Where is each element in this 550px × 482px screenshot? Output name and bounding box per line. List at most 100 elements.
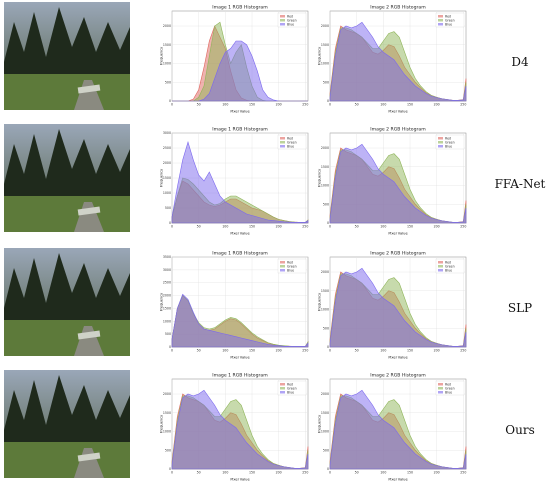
y-tick-label: 2000 — [163, 161, 171, 165]
chart-title: Image 1 RGB Histogram — [212, 373, 268, 379]
legend-swatch-green — [280, 387, 285, 390]
y-axis-label: Frequency — [160, 46, 164, 65]
photo-rail — [77, 452, 101, 462]
x-tick-label: 100 — [380, 471, 386, 475]
x-tick-label: 50 — [355, 349, 359, 353]
y-tick-label: 0 — [169, 221, 171, 225]
series-area-blue — [171, 293, 309, 348]
series-area-blue — [171, 140, 309, 224]
y-tick-label: 2000 — [321, 146, 329, 150]
x-tick-label: 250 — [302, 471, 308, 475]
x-tick-label: 250 — [302, 225, 308, 229]
series-area-blue — [329, 267, 467, 348]
y-tick-label: 0 — [169, 467, 171, 471]
legend-swatch-blue — [280, 391, 285, 394]
y-tick-label: 1000 — [321, 430, 329, 434]
x-tick-label: 0 — [171, 225, 173, 229]
y-axis-label: Frequency — [160, 414, 164, 433]
y-tick-label: 2500 — [163, 146, 171, 150]
y-tick-label: 1000 — [163, 430, 171, 434]
photo-trees — [4, 253, 130, 323]
y-axis-label: Frequency — [318, 168, 322, 187]
input-photo — [4, 124, 130, 232]
chart-title: Image 2 RGB Histogram — [370, 251, 426, 257]
legend-swatch-red — [438, 137, 443, 140]
x-tick-label: 50 — [197, 471, 201, 475]
image2-histogram: 0 50 100 150 200 250 0 500 1000 1500 2000 Image 2 R… — [318, 248, 468, 360]
method-label: SLP — [507, 301, 533, 315]
x-tick-label: 150 — [249, 349, 255, 353]
method-label: FFA-Net — [494, 177, 546, 191]
legend-swatch-blue — [438, 145, 443, 148]
x-tick-label: 250 — [460, 103, 466, 107]
y-tick-label: 500 — [323, 202, 329, 206]
legend-label: Blue — [445, 22, 452, 26]
x-axis-label: Pixel Value — [230, 110, 250, 114]
y-tick-label: 2000 — [163, 24, 171, 28]
y-tick-label: 3500 — [163, 255, 171, 259]
photo-trees — [4, 129, 130, 199]
comparison-row: 0 50 100 150 200 250 0 500 1000 1500 2000 2500 3000 I… — [0, 124, 550, 236]
photo-grass — [4, 320, 130, 356]
x-tick-label: 200 — [276, 103, 282, 107]
x-tick-label: 50 — [355, 471, 359, 475]
y-tick-label: 1000 — [321, 62, 329, 66]
chart-title: Image 1 RGB Histogram — [212, 127, 268, 133]
photo-trees — [4, 7, 130, 77]
image1-histogram: 0 50 100 150 200 250 0 500 1000 1500 2000 Image 1 R… — [160, 2, 310, 114]
y-tick-label: 3000 — [163, 268, 171, 272]
legend-swatch-red — [438, 261, 443, 264]
legend-label: Blue — [445, 268, 452, 272]
legend-swatch-blue — [438, 269, 443, 272]
legend-label: Blue — [287, 22, 294, 26]
y-tick-label: 2000 — [321, 270, 329, 274]
series-area-blue — [172, 40, 308, 102]
x-tick-label: 150 — [407, 471, 413, 475]
comparison-row: 0 50 100 150 200 250 0 500 1000 1500 2000 Image 1 R… — [0, 370, 550, 482]
legend-label: Green — [287, 264, 297, 268]
legend-label: Blue — [287, 144, 294, 148]
comparison-row: 0 50 100 150 200 250 0 500 1000 1500 2000 2500 3000 3… — [0, 248, 550, 360]
legend-swatch-blue — [280, 23, 285, 26]
y-tick-label: 3000 — [163, 131, 171, 135]
y-axis-label: Frequency — [160, 168, 164, 187]
x-tick-label: 150 — [407, 225, 413, 229]
y-tick-label: 1000 — [163, 62, 171, 66]
y-tick-label: 1500 — [321, 165, 329, 169]
legend-swatch-red — [280, 383, 285, 386]
x-tick-label: 50 — [197, 225, 201, 229]
x-axis-label: Pixel Value — [388, 356, 408, 360]
x-tick-label: 150 — [407, 103, 413, 107]
image2-histogram: 0 50 100 150 200 250 0 500 1000 1500 2000 Image 2 R… — [318, 370, 468, 482]
y-tick-label: 1000 — [163, 319, 171, 323]
y-tick-label: 1000 — [321, 184, 329, 188]
legend-swatch-green — [438, 265, 443, 268]
legend-swatch-green — [280, 141, 285, 144]
x-tick-label: 50 — [355, 225, 359, 229]
x-tick-label: 100 — [380, 349, 386, 353]
y-tick-label: 500 — [165, 332, 171, 336]
chart-title: Image 2 RGB Histogram — [370, 373, 426, 379]
legend-label: Red — [287, 382, 293, 386]
x-tick-label: 100 — [222, 225, 228, 229]
y-tick-label: 1500 — [321, 43, 329, 47]
y-tick-label: 0 — [327, 221, 329, 225]
photo-grass — [4, 196, 130, 232]
x-tick-label: 250 — [460, 225, 466, 229]
legend-label: Green — [445, 18, 455, 22]
x-tick-label: 250 — [460, 471, 466, 475]
x-tick-label: 150 — [249, 103, 255, 107]
photo-trees — [4, 375, 130, 445]
legend-label: Red — [287, 260, 293, 264]
legend-swatch-green — [438, 141, 443, 144]
y-tick-label: 1500 — [163, 411, 171, 415]
x-tick-label: 250 — [302, 103, 308, 107]
x-tick-label: 0 — [171, 471, 173, 475]
y-tick-label: 0 — [327, 99, 329, 103]
y-axis-label: Frequency — [318, 292, 322, 311]
legend-label: Green — [445, 140, 455, 144]
legend-swatch-green — [438, 19, 443, 22]
y-tick-label: 500 — [165, 206, 171, 210]
legend-swatch-blue — [438, 391, 443, 394]
legend-label: Red — [445, 382, 451, 386]
